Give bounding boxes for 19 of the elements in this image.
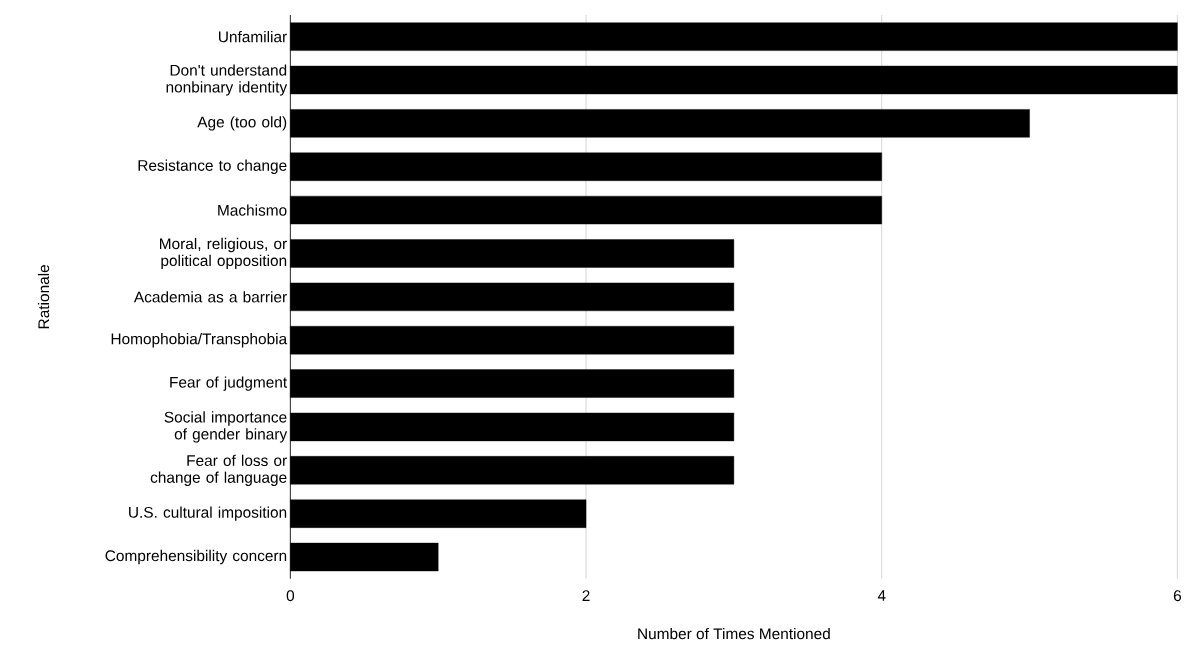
y-tick-label: U.S. cultural imposition [129, 506, 287, 522]
y-tick-label: Moral, religious, or political opposition [160, 238, 287, 270]
y-tick-label: Age (too old) [197, 116, 287, 131]
x-tick-label: 2 [582, 590, 590, 602]
y-tick-label: Fear of loss or change of language [150, 454, 287, 487]
y-tick-label: Comprehensibility concern [105, 550, 287, 565]
y-tick-label: Machismo [218, 204, 287, 216]
y-tick-label: Resistance to change [138, 159, 287, 175]
x-axis-title: Number of Times Mentioned [638, 628, 830, 640]
y-tick-label: Social importance of gender binary [164, 411, 288, 443]
x-tick-label: 4 [877, 590, 886, 602]
y-tick-label: Homophobia/Transphobia [111, 333, 288, 348]
y-tick-label: Don't understand nonbinary identity [166, 64, 288, 96]
x-tick-label: 6 [1173, 590, 1182, 602]
y-tick-label: Academia as a barrier [133, 291, 287, 303]
y-tick-label: Unfamiliar [219, 31, 287, 43]
y-axis-title: Rationale [37, 265, 50, 329]
x-tick-label: 0 [286, 590, 295, 602]
y-tick-label: Fear of judgment [170, 376, 288, 391]
